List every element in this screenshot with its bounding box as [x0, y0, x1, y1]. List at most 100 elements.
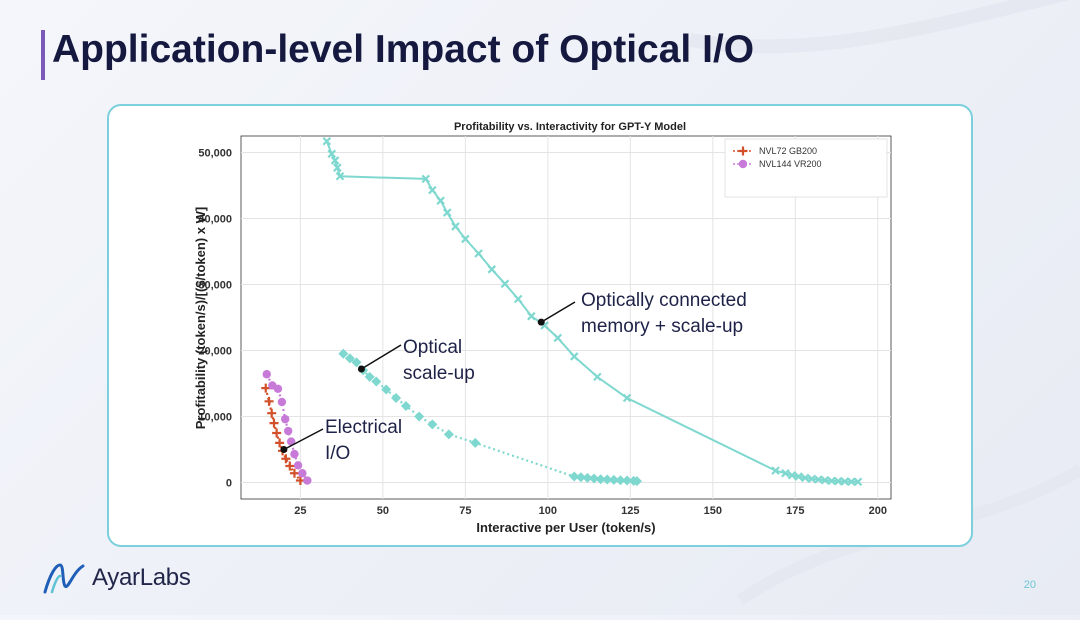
annotation-point — [537, 318, 545, 326]
data-point — [303, 476, 312, 485]
series-3 — [322, 137, 863, 487]
x-tick-label: 150 — [704, 505, 722, 517]
data-point — [833, 476, 843, 486]
y-tick-label: 50,000 — [198, 148, 232, 160]
company-logo: AyarLabs — [42, 562, 191, 594]
data-point — [781, 468, 790, 478]
axis-ticks: 25 50 75 100 125 150 175 200 0 10,000 20,000 30,000… — [198, 148, 887, 518]
data-point — [391, 393, 402, 404]
annotation-leader-line — [540, 301, 576, 323]
data-point — [427, 419, 438, 430]
annotation-leader-line — [361, 344, 402, 370]
data-point — [787, 470, 797, 480]
x-axis-label: Interactive per User (token/s) — [476, 520, 655, 535]
data-point — [428, 185, 437, 195]
data-point — [267, 408, 277, 418]
data-point — [335, 171, 345, 181]
data-point — [275, 438, 285, 448]
data-point — [264, 396, 274, 406]
data-point — [281, 414, 290, 424]
data-point — [595, 474, 606, 485]
data-point — [593, 372, 602, 382]
y-tick-label: 0 — [226, 478, 232, 490]
page-title: Application-level Impact of Optical I/O — [52, 28, 755, 71]
x-tick-label: 75 — [459, 505, 471, 517]
data-point — [807, 474, 817, 484]
data-point — [333, 163, 342, 172]
data-point — [381, 384, 392, 395]
data-point — [351, 357, 362, 368]
x-tick-label: 100 — [539, 505, 557, 517]
data-point — [330, 156, 340, 165]
data-point — [800, 473, 810, 483]
annotation-text: Optically connected memory + scale-up — [581, 290, 747, 337]
data-point — [615, 475, 626, 486]
data-point — [553, 333, 563, 343]
data-point — [853, 477, 863, 487]
data-point — [327, 149, 337, 159]
data-point — [400, 400, 411, 411]
page-number: 20 — [1023, 579, 1036, 591]
data-point — [569, 471, 580, 482]
legend-box — [724, 138, 888, 198]
data-point — [442, 208, 452, 217]
data-point — [513, 294, 523, 304]
data-point — [569, 352, 579, 361]
x-tick-label: 175 — [786, 505, 804, 517]
legend-label: NVL144 VR200 — [759, 159, 822, 169]
data-point — [820, 475, 830, 485]
title-accent-bar — [41, 30, 45, 80]
annotation-point — [357, 365, 365, 373]
y-tick-label: 10,000 — [198, 412, 232, 424]
data-point — [436, 196, 445, 205]
annotation-leader-line — [283, 428, 324, 451]
data-point — [827, 476, 836, 486]
x-tick-label: 200 — [869, 505, 887, 517]
chart-title: Profitability vs. Interactivity for GPT-… — [454, 121, 686, 133]
data-point — [261, 383, 271, 393]
data-point — [414, 411, 425, 422]
data-point — [286, 437, 296, 446]
series-1 — [262, 370, 312, 485]
data-point — [293, 461, 303, 470]
data-point — [631, 476, 642, 487]
y-axis-label: Profitability (token/s)/[($/token) x W] — [193, 207, 208, 429]
data-point — [290, 449, 299, 459]
data-point — [283, 426, 293, 436]
data-point — [461, 234, 470, 244]
data-point — [298, 469, 307, 478]
x-tick-label: 50 — [377, 505, 389, 517]
x-tick-label: 125 — [621, 505, 639, 517]
data-point — [322, 137, 332, 146]
data-point — [344, 353, 355, 364]
data-point — [451, 222, 460, 231]
data-point — [738, 146, 748, 156]
data-point — [794, 472, 803, 481]
data-point — [582, 472, 593, 483]
series-layer — [261, 137, 863, 487]
annotations: Optically connected memory + scale-up Opti… — [280, 290, 747, 464]
legend: NVL72 GB200 NVL144 VR200 — [724, 138, 888, 198]
data-point — [575, 472, 586, 483]
annotation-text: Electrical I/O — [325, 417, 402, 464]
data-point — [602, 474, 613, 485]
data-point — [277, 397, 287, 407]
y-tick-label: 30,000 — [198, 280, 232, 292]
data-point — [285, 461, 295, 471]
data-point — [272, 428, 282, 438]
data-point — [527, 311, 536, 321]
y-tick-label: 20,000 — [198, 346, 232, 358]
series-2 — [338, 348, 642, 487]
data-point — [273, 384, 283, 393]
data-point — [608, 474, 619, 485]
data-point — [281, 454, 291, 464]
data-point — [814, 475, 823, 484]
data-point — [364, 371, 375, 382]
data-point — [470, 437, 481, 448]
data-point — [262, 370, 271, 379]
logo-text: AyarLabs — [92, 564, 191, 591]
data-point — [622, 475, 633, 486]
data-point — [421, 174, 431, 184]
data-point — [443, 429, 454, 440]
data-point — [487, 265, 497, 274]
